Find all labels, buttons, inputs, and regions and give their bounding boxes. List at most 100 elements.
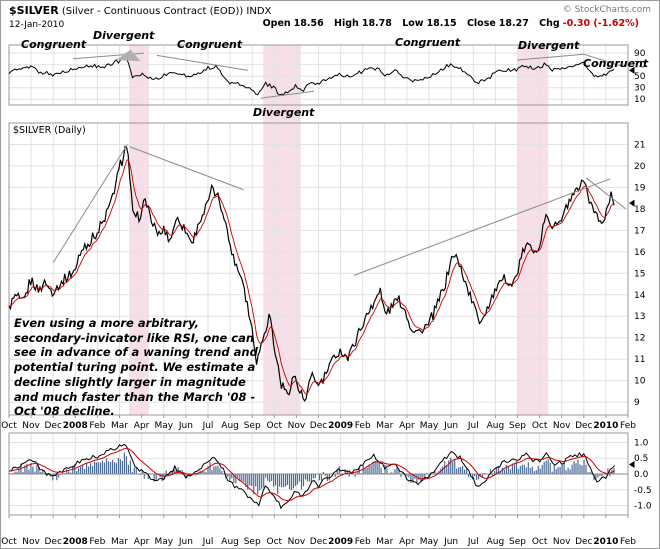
- histogram-bar: [255, 474, 257, 487]
- histogram-bar: [50, 474, 52, 476]
- histogram-bar: [105, 458, 108, 474]
- y-axis-label: -0.5: [634, 486, 652, 496]
- high-label: High: [334, 18, 359, 29]
- histogram-bar: [535, 470, 537, 474]
- rsi-line: [8, 57, 615, 96]
- histogram-bar: [547, 459, 549, 474]
- x-axis-label: May: [154, 421, 173, 431]
- x-axis-label-bottom: Jul: [467, 537, 479, 547]
- histogram-bar: [499, 471, 501, 474]
- chart-title: $SILVER (Silver - Continuous Contract (E…: [9, 4, 271, 17]
- close-label: Close: [466, 18, 496, 29]
- histogram-bar: [609, 474, 611, 477]
- histogram-bar: [36, 464, 38, 474]
- x-axis-label-bottom: Nov: [288, 537, 306, 547]
- histogram-bar: [346, 470, 348, 474]
- histogram-bar: [436, 472, 438, 474]
- histogram-bar: [529, 468, 531, 474]
- histogram-bar: [537, 466, 539, 474]
- low-value: 18.15: [426, 18, 457, 29]
- x-axis-label-bottom: Jun: [443, 537, 458, 547]
- histogram-bar: [320, 474, 322, 481]
- x-axis-label-bottom: 2008: [63, 537, 88, 547]
- y-axis-label: 12: [634, 334, 645, 344]
- histogram-bar: [155, 474, 157, 481]
- histogram-bar: [491, 474, 494, 476]
- histogram-bar: [68, 471, 70, 474]
- histogram-bar: [99, 462, 102, 474]
- x-axis-label: Feb: [89, 421, 105, 431]
- histogram-bar: [219, 468, 221, 474]
- analysis-note: Even using a more arbitrary, secondary-i…: [14, 316, 258, 419]
- histogram-bar: [396, 467, 398, 474]
- histogram-bar: [60, 474, 62, 476]
- histogram-bar: [26, 463, 28, 474]
- histogram-bar: [521, 464, 523, 474]
- histogram-bar: [501, 468, 503, 474]
- histogram-bar: [424, 474, 426, 480]
- histogram-bar: [12, 472, 14, 474]
- trend-line: [129, 146, 244, 191]
- x-axis-label-bottom: Nov: [553, 537, 571, 547]
- histogram-bar: [352, 472, 354, 474]
- histogram-bar: [267, 474, 269, 481]
- histogram-bar: [505, 465, 507, 474]
- x-axis-label: Jun: [443, 421, 458, 431]
- histogram-bar: [296, 474, 299, 485]
- histogram-bar: [88, 466, 90, 474]
- histogram-bar: [527, 462, 529, 474]
- histogram-bar: [286, 474, 289, 485]
- histogram-bar: [390, 472, 392, 474]
- histogram-bar: [519, 466, 521, 474]
- histogram-bar: [416, 474, 418, 484]
- histogram-bar: [589, 471, 591, 474]
- histogram-bar: [111, 459, 114, 474]
- y-axis-label: 21: [634, 141, 645, 151]
- histogram-bar: [571, 464, 573, 474]
- histogram-bar: [422, 474, 424, 482]
- histogram-bar: [533, 471, 535, 474]
- x-axis-label-bottom: Oct: [532, 537, 548, 547]
- histogram-bar: [344, 469, 346, 474]
- histogram-bar: [462, 465, 464, 474]
- trend-line: [353, 178, 611, 276]
- histogram-bar: [549, 463, 551, 474]
- histogram-bar: [56, 474, 58, 481]
- x-axis-label: Nov: [553, 421, 571, 431]
- histogram-bar: [523, 464, 525, 474]
- histogram-bar: [478, 474, 480, 480]
- histogram-bar: [302, 474, 305, 487]
- histogram-bar: [412, 474, 414, 483]
- x-axis-label: Oct: [267, 421, 283, 431]
- histogram-bar: [454, 459, 456, 474]
- histogram-bar: [328, 474, 330, 481]
- histogram-bar: [376, 460, 378, 474]
- histogram-bar: [541, 465, 543, 474]
- histogram-bar: [97, 462, 100, 474]
- histogram-bar: [34, 471, 36, 474]
- x-axis-label: Apr: [399, 421, 415, 431]
- histogram-bar: [318, 474, 320, 481]
- histogram-bar: [32, 466, 34, 474]
- x-axis-label-bottom: Apr: [399, 537, 415, 547]
- histogram-bar: [565, 470, 567, 474]
- histogram-bar: [281, 474, 283, 488]
- histogram-bar: [577, 459, 579, 474]
- quote-bar: Open 18.56 High 18.78 Low 18.15 Close 18.27 …: [256, 18, 639, 29]
- x-axis-label: Mar: [111, 421, 128, 431]
- histogram-bar: [28, 469, 30, 474]
- x-axis-label: Nov: [288, 421, 306, 431]
- x-axis-label: Dec: [575, 421, 592, 431]
- trend-line: [585, 177, 627, 210]
- histogram-bar: [288, 474, 291, 490]
- oscillator-signal-line: [8, 447, 615, 502]
- x-axis-label: Nov: [22, 421, 40, 431]
- histogram-bar: [201, 471, 203, 474]
- histogram-bar: [392, 472, 394, 474]
- x-axis-label: Mar: [376, 421, 393, 431]
- histogram-bar: [452, 461, 454, 474]
- histogram-bar: [607, 468, 609, 474]
- histogram-bar: [92, 466, 94, 474]
- histogram-bar: [557, 467, 559, 474]
